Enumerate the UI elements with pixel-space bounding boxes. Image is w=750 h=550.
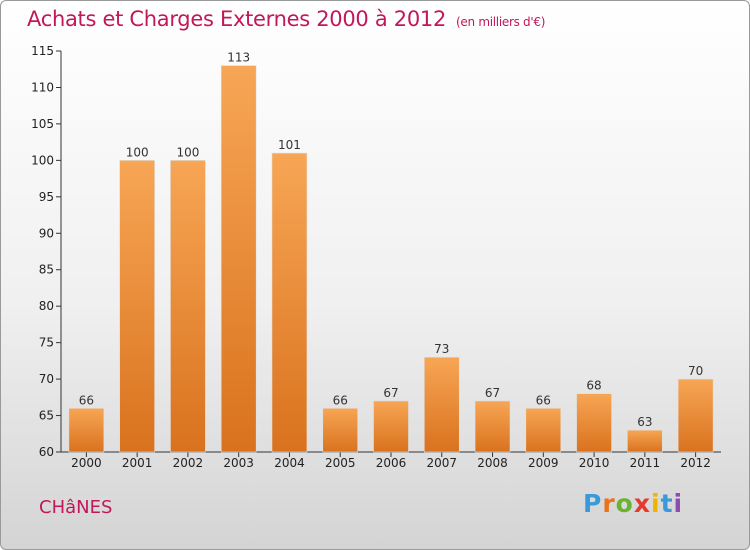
x-tick-label: 2007 [426,456,457,470]
bar-value-label: 67 [485,386,500,400]
y-tick-label: 115 [31,44,54,58]
logo-letter: o [615,489,634,518]
bar-value-label: 63 [637,415,652,429]
bar-value-label: 70 [688,364,703,378]
x-tick-label: 2006 [376,456,407,470]
bar [170,160,206,453]
bar-value-label: 100 [126,145,149,159]
bar-value-label: 66 [79,393,94,407]
bar [271,152,308,453]
logo-letter: r [602,489,616,518]
commune-name: CHâNES [39,497,113,518]
bar-value-label: 66 [536,393,551,407]
x-tick-label: 2003 [223,456,254,470]
logo-letter: x [633,489,651,518]
y-tick-label: 60 [39,445,54,459]
logo-letter: i [673,489,684,518]
bar [68,407,105,453]
bar [423,356,460,453]
y-tick-label: 95 [39,190,54,204]
y-tick-label: 65 [39,409,54,423]
x-tick-label: 2009 [528,456,559,470]
bar-value-label: 68 [586,379,601,393]
unit-label: (en milliers d'€) [456,15,546,29]
bar-value-label: 113 [227,51,250,65]
bar-value-label: 101 [278,138,301,152]
y-tick-label: 90 [39,226,54,240]
bar-value-label: 100 [176,145,199,159]
logo-letter: P [583,489,603,518]
x-tick-label: 2008 [477,456,508,470]
y-tick-label: 105 [31,117,54,131]
x-tick-label: 2005 [325,456,356,470]
logo-letter: t [660,489,674,518]
bar [525,407,562,453]
bar [627,429,663,453]
proxiti-logo: Proxiti [583,489,683,518]
bar-value-label: 73 [434,342,449,356]
bar [322,407,359,453]
title-text: Achats et Charges Externes 2000 à 2012 [27,7,447,31]
bars: 66 100 100 113 101 66 67 73 67 66 68 63 70 [68,51,714,453]
axes: 60 65 70 75 80 85 90 95 100 105 110 115 2000 2001 2002… [31,44,721,470]
x-tick-label: 2011 [630,456,661,470]
logo-letter: i [651,489,661,518]
bar [220,65,257,453]
x-tick-label: 2000 [71,456,102,470]
x-tick-label: 2002 [173,456,204,470]
bar [576,393,612,453]
bar-value-label: 67 [383,386,398,400]
y-tick-label: 75 [39,336,54,350]
x-tick-label: 2012 [680,456,711,470]
bar [119,160,155,453]
bar [373,400,409,453]
x-tick-label: 2004 [274,456,305,470]
bar-value-label: 66 [333,393,348,407]
x-tick-label: 2001 [122,456,153,470]
y-tick-label: 80 [39,299,54,313]
y-tick-label: 110 [31,80,54,94]
y-tick-label: 70 [39,372,54,386]
y-tick-label: 100 [31,153,54,167]
chart-title: Achats et Charges Externes 2000 à 2012 (e… [27,7,545,31]
x-tick-label: 2010 [579,456,610,470]
bar [677,378,714,453]
bar [474,400,511,453]
y-tick-label: 85 [39,263,54,277]
